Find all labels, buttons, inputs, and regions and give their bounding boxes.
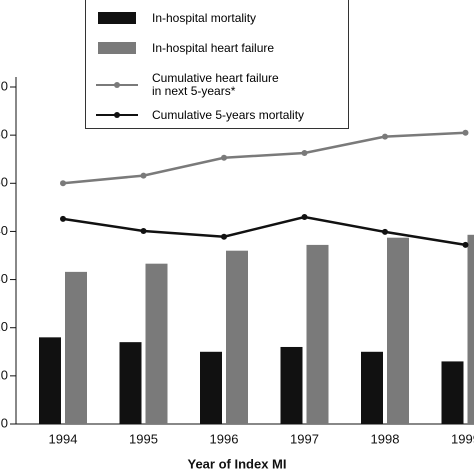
legend-label: Cumulative heart failure in next 5-years… [152,71,279,98]
y-tick-label: 10 [0,367,8,382]
point [462,129,469,136]
legend-swatch [96,82,138,88]
bar [226,250,248,424]
bar [361,351,383,424]
point [462,241,469,248]
x-tick-label: 1996 [210,431,239,446]
bar [441,361,464,424]
x-tick-label: 1998 [371,431,400,446]
point [221,154,227,161]
bar [200,351,222,424]
y-tick-label: 70 [0,78,8,93]
point [140,227,147,234]
line [62,215,466,247]
legend-label: Cumulative 5-years mortality [152,107,305,122]
legend-entry: In-hospital mortality [96,10,256,26]
legend-entry: Cumulative 5-years mortality [96,107,304,123]
y-tick-label: 0 [1,415,8,430]
x-tick-label: 1994 [49,431,78,446]
point [60,180,66,187]
y-tick-label: 20 [0,319,8,334]
point [382,228,388,235]
x-axis-title: Year of Index MI [188,456,287,471]
y-tick-label: 30 [0,271,8,286]
legend-swatch [98,12,136,24]
legend-swatch [96,112,138,118]
bar [119,342,142,424]
legend-label: In-hospital heart failure [152,40,275,55]
legend: In-hospital mortality In-hospital heart f… [85,0,349,129]
bar [306,244,329,424]
x-tick-label: 1995 [129,431,158,446]
bar [387,237,409,424]
legend-entry: In-hospital heart failure [96,40,274,56]
y-tick-label: 60 [0,127,8,142]
point [60,215,66,222]
bar [145,263,168,424]
line [62,131,466,185]
legend-entry: Cumulative heart failure in next 5-years… [96,72,279,98]
legend-swatch [98,42,136,54]
y-tick-label: 50 [0,175,8,190]
point [140,172,147,179]
point [221,233,227,240]
legend-label: In-hospital mortality [152,10,257,25]
y-tick-label: 40 [0,223,8,238]
x-tick-label: 1997 [290,431,319,446]
bar [65,271,87,424]
bar [467,234,474,424]
point [301,213,308,220]
point [301,149,308,156]
point [382,133,388,140]
bar [280,346,303,424]
x-tick-label: 1999 [451,431,474,446]
bar [39,337,61,424]
